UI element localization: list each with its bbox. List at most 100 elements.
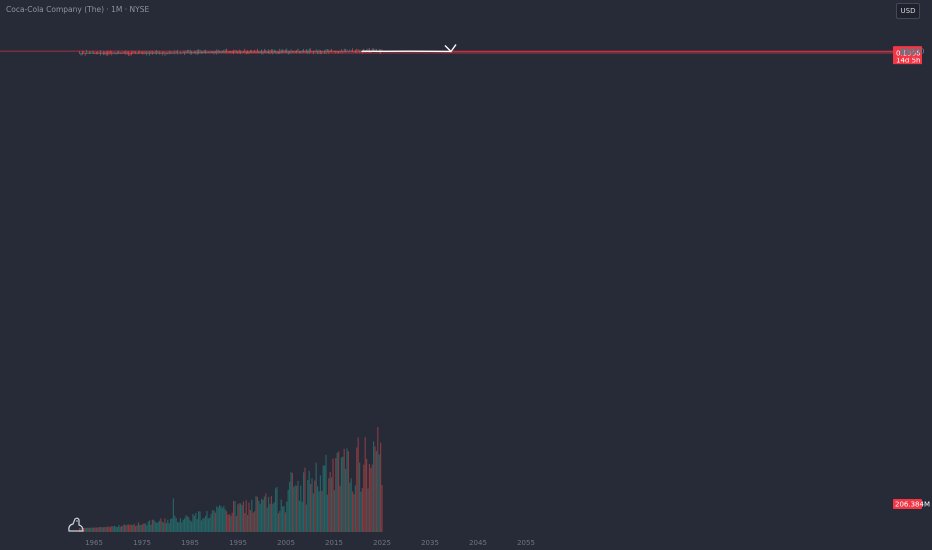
candle [195,52,197,53]
volume-bar [241,504,243,532]
volume-bar [349,482,351,532]
price-tick-label: 0.60 [900,49,916,57]
candle [198,51,200,53]
volume-bar [171,518,173,532]
volume-bar [217,507,219,532]
time-tick-label: 2005 [277,539,295,547]
volume-bar [115,526,117,532]
volume-bar [254,511,256,532]
candle [251,51,253,53]
volume-bar [340,457,342,532]
candle [88,52,90,54]
time-axis[interactable]: 1965 1975 1985 1995 2005 2015 2025 2035 2045 2055 [85,539,535,547]
volume-bar [172,498,174,532]
candle [331,51,333,53]
countdown-tag [893,56,922,65]
volume-bar [163,522,165,532]
candle [314,51,316,53]
volume-bar [100,527,102,532]
candle [333,51,335,53]
time-tick-label: 1975 [133,539,151,547]
time-tick-label: 2055 [517,539,535,547]
time-tick-label: 2015 [325,539,343,547]
candle [224,51,226,53]
candle [227,51,229,53]
volume-bar [269,503,271,532]
volume-bar [202,518,204,532]
time-tick-label: 2025 [373,539,391,547]
candle [310,51,312,53]
candle [210,51,212,53]
volume-bar [146,525,148,532]
price-axis[interactable]: 150.00100.0080.0070.0060.0050.0040.0030.… [900,47,925,57]
volume-bar [283,506,285,532]
candle [221,51,223,53]
volume-bar [126,524,128,532]
volume-bar [156,522,158,532]
candle [261,51,263,53]
volume-bar [338,451,340,532]
candle [345,51,347,52]
candle [332,51,334,53]
volume-bar [206,510,208,532]
volume-bar [116,526,118,532]
volume-bar [350,478,352,532]
candle [322,51,324,53]
volume-bar [366,458,368,532]
volume-bar [312,493,314,532]
volume-bar [216,506,218,532]
volume-bar [133,523,135,532]
volume-bar [289,481,291,532]
candle [219,51,221,53]
candle [286,51,288,53]
price-tick-label: 10.00 [900,48,920,56]
candle [273,51,275,53]
base-level-label: 0.1906 [896,49,921,57]
price-tick-label: 25.00 [900,48,920,56]
volume-bar [346,448,348,532]
countdown-label: 14d 5h [896,57,920,65]
volume-bar [185,515,187,532]
volume-bar [226,511,228,532]
currency-button[interactable]: USD [896,3,920,19]
volume-bar [282,506,284,532]
time-tick-label: 1985 [181,539,199,547]
volume-bar [129,524,131,532]
candle [87,52,89,54]
volume-bar [123,524,125,532]
volume-bar [193,515,195,532]
volume-bar [143,523,145,532]
time-tick-label: 2045 [469,539,487,547]
volume-bar [188,517,190,532]
candle [336,51,338,53]
candle [346,51,348,52]
volume-bar [235,515,237,532]
volume-bar [102,527,104,532]
volume-bar [294,485,296,532]
candle [340,51,342,52]
volume-bar [210,513,212,532]
candle [79,52,81,54]
volume-bar [367,488,369,532]
candle [268,51,270,53]
volume-bar [297,480,299,532]
candle [276,51,278,53]
candle [235,51,237,53]
volume-bar [359,462,361,532]
candle [304,51,306,53]
volume-bar [119,526,121,532]
candle [216,51,218,53]
candle [256,51,258,53]
volume-bar [261,498,263,532]
volume-bar [227,514,229,532]
volume-bar [136,525,138,532]
volume-bar [205,515,207,532]
candle [269,51,271,53]
volume-bar [104,527,106,532]
volume-bar [101,527,103,532]
volume-bar [213,510,215,532]
price-tick-label: 4.00 [900,48,916,56]
candle [255,51,257,53]
candle [207,51,209,53]
